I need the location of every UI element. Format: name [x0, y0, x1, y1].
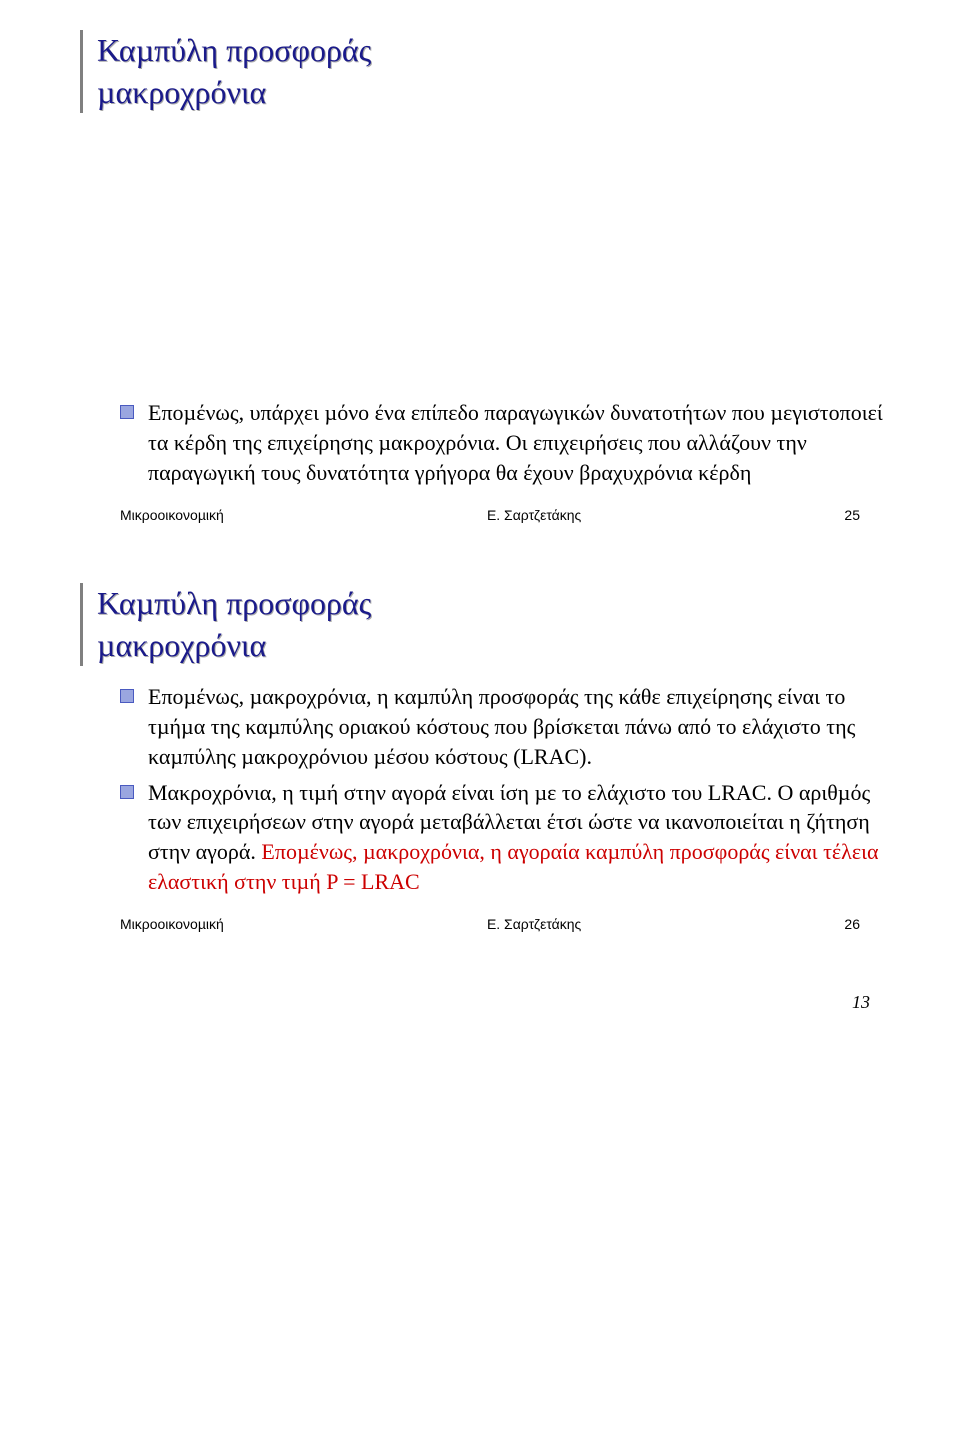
bullet-list: Εποµένως, µακροχρόνια, η καµπύλη προσφορ…	[120, 682, 900, 896]
slide-footer: Μικροοικονοµική Ε. Σαρτζετάκης 25	[80, 507, 900, 523]
bullet-text: Μακροχρόνια, η τιµή στην αγορά είναι ίση…	[148, 778, 900, 897]
footer-mid: Ε. Σαρτζετάκης	[487, 507, 581, 523]
title-line-2: µακροχρόνια	[80, 625, 900, 667]
footer-right: 26	[844, 916, 860, 932]
title-line-1: Καµπύλη προσφοράς	[80, 30, 900, 72]
bullet-list: Εποµένως, υπάρχει µόνο ένα επίπεδο παραγ…	[120, 398, 900, 487]
bullet-marker-icon	[120, 405, 134, 419]
bullet-text: Εποµένως, µακροχρόνια, η καµπύλη προσφορ…	[148, 682, 900, 771]
footer-right: 25	[844, 507, 860, 523]
slide-title: Καµπύλη προσφοράς µακροχρόνια	[80, 583, 900, 666]
slide-footer: Μικροοικονοµική Ε. Σαρτζετάκης 26	[80, 916, 900, 932]
title-line-1: Καµπύλη προσφοράς	[80, 583, 900, 625]
bullet-marker-icon	[120, 785, 134, 799]
slide-26: Καµπύλη προσφοράς µακροχρόνια Εποµένως, …	[80, 583, 900, 932]
footer-left: Μικροοικονοµική	[120, 507, 224, 523]
footer-mid: Ε. Σαρτζετάκης	[487, 916, 581, 932]
list-item: Εποµένως, υπάρχει µόνο ένα επίπεδο παραγ…	[120, 398, 900, 487]
page-number: 13	[80, 992, 900, 1013]
bullet-text: Εποµένως, υπάρχει µόνο ένα επίπεδο παραγ…	[148, 398, 900, 487]
list-item: Εποµένως, µακροχρόνια, η καµπύλη προσφορ…	[120, 682, 900, 771]
slide-title: Καµπύλη προσφοράς µακροχρόνια	[80, 30, 900, 113]
economics-chart	[120, 129, 900, 374]
footer-left: Μικροοικονοµική	[120, 916, 224, 932]
list-item: Μακροχρόνια, η τιµή στην αγορά είναι ίση…	[120, 778, 900, 897]
bullet-marker-icon	[120, 689, 134, 703]
chart-svg	[120, 129, 840, 369]
slide-25: Καµπύλη προσφοράς µακροχρόνια Εποµένως, …	[80, 30, 900, 523]
title-line-2: µακροχρόνια	[80, 72, 900, 114]
